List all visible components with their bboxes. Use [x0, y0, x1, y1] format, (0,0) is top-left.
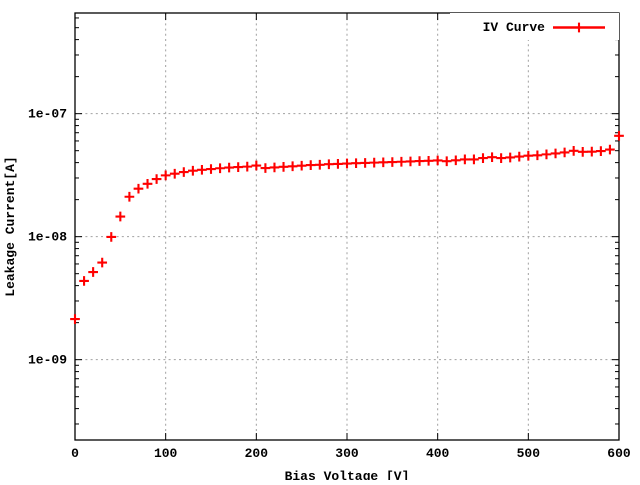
svg-text:Bias Voltage [V]: Bias Voltage [V]	[285, 469, 410, 480]
svg-text:600: 600	[607, 446, 631, 461]
svg-text:0: 0	[71, 446, 79, 461]
svg-text:1e-07: 1e-07	[28, 107, 67, 122]
svg-text:200: 200	[245, 446, 269, 461]
svg-text:500: 500	[517, 446, 541, 461]
svg-text:Leakage Current[A]: Leakage Current[A]	[3, 156, 18, 296]
svg-text:IV Curve: IV Curve	[483, 20, 546, 35]
svg-text:300: 300	[335, 446, 359, 461]
svg-text:1e-09: 1e-09	[28, 353, 67, 368]
svg-text:1e-08: 1e-08	[28, 230, 67, 245]
svg-text:100: 100	[154, 446, 178, 461]
svg-text:400: 400	[426, 446, 450, 461]
